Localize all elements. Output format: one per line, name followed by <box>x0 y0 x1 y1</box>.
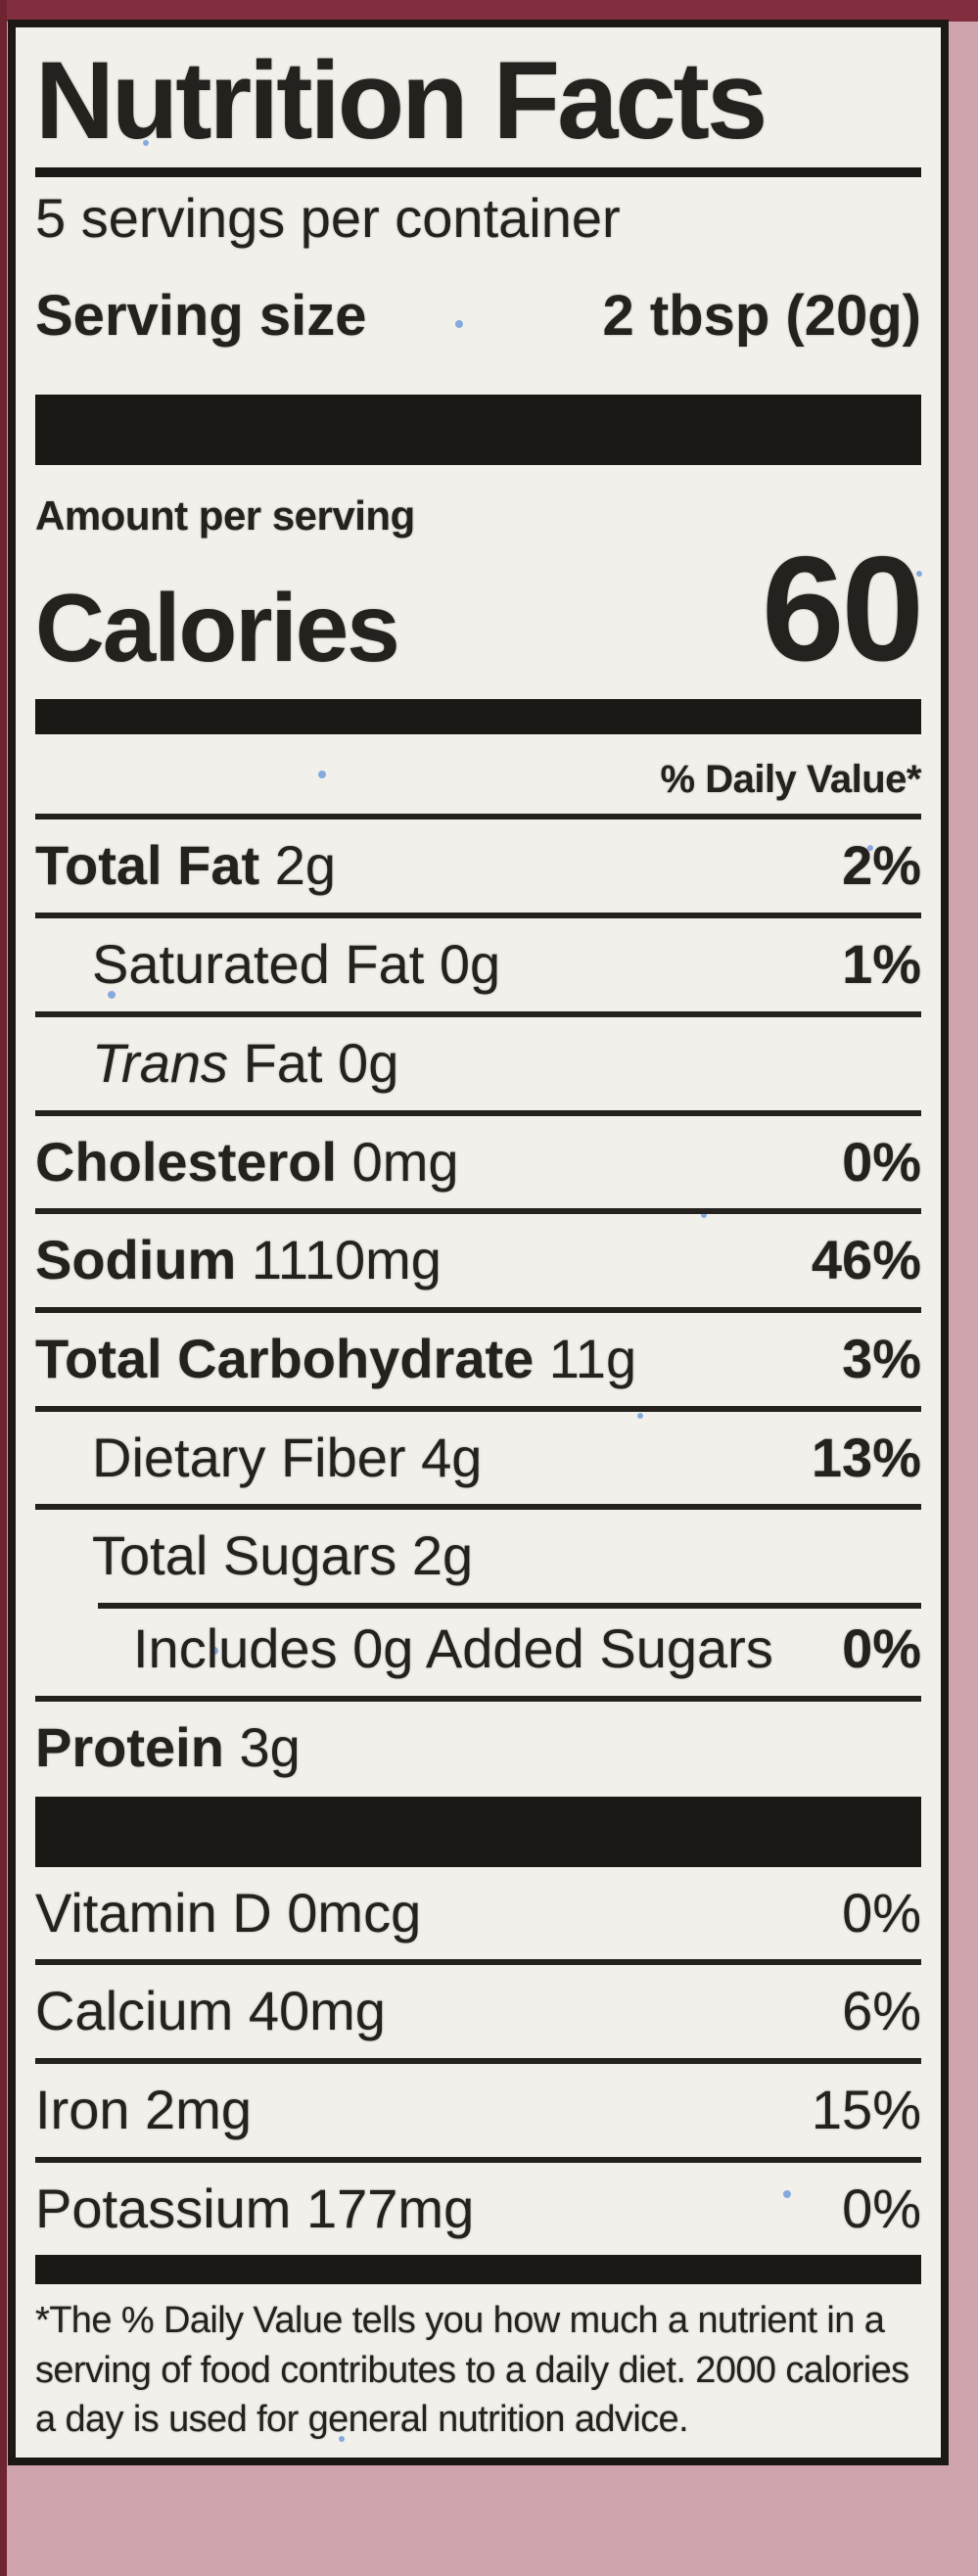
daily-value-percent: 0% <box>842 1130 921 1193</box>
nutrient-name-and-amount: Cholesterol 0mg <box>35 1130 459 1193</box>
daily-value-percent: 6% <box>842 1980 921 2042</box>
nutrient-row: Cholesterol 0mg 0% <box>35 1109 921 1209</box>
daily-value-percent: 15% <box>811 2079 921 2141</box>
nutrient-name-and-amount: Trans Fat 0g <box>92 1031 399 1094</box>
nutrient-name-and-amount: Iron 2mg <box>35 2079 252 2141</box>
package-left-strip <box>0 0 7 2576</box>
daily-value-percent: 0% <box>842 1881 921 1944</box>
nutrient-row: Saturated Fat 0g 1% <box>35 913 921 1011</box>
servings-per-container: 5 servings per container <box>35 186 621 249</box>
nutrient-name-and-amount: Total Fat 2g <box>35 834 337 897</box>
nutrient-row: Trans Fat 0g <box>35 1010 921 1110</box>
nutrient-row: Protein 3g <box>35 1695 921 1795</box>
nutrient-row: Total Sugars 2g <box>35 1504 921 1603</box>
nutrient-name-and-amount: Total Carbohydrate 11g <box>35 1328 637 1390</box>
amount-per-serving-label: Amount per serving <box>35 492 415 539</box>
nutrient-name-and-amount: Protein 3g <box>35 1715 301 1778</box>
calories-label: Calories <box>35 573 400 681</box>
vitamin-row: Calcium 40mg 6% <box>35 1959 921 2058</box>
label-title: Nutrition Facts <box>35 39 768 162</box>
daily-value-footnote: *The % Daily Value tells you how much a … <box>35 2300 909 2440</box>
vitamin-row: Iron 2mg 15% <box>35 2058 921 2157</box>
section-bar-thick-top <box>35 394 921 465</box>
nutrient-name-and-amount: Sodium 1110mg <box>35 1229 442 1291</box>
serving-size-label: Serving size <box>35 283 367 348</box>
serving-size-value: 2 tbsp (20g) <box>602 283 922 348</box>
nutrient-rows: Total Fat 2g 2% Saturated Fat 0g 1% Trans Fa… <box>35 820 921 1794</box>
nutrient-name-and-amount: Vitamin D 0mcg <box>35 1881 422 1944</box>
daily-value-percent: 0% <box>842 2177 921 2239</box>
nutrient-row: Dietary Fiber 4g 13% <box>35 1405 921 1505</box>
nutrient-name-and-amount: Includes 0g Added Sugars <box>133 1617 773 1680</box>
daily-value-header: % Daily Value* <box>35 758 922 820</box>
daily-value-percent: 46% <box>811 1229 921 1291</box>
section-bar-thick-bottom <box>35 1796 921 1867</box>
nutrient-row: Total Fat 2g 2% <box>35 820 921 913</box>
nutrient-name-and-amount: Dietary Fiber 4g <box>92 1426 483 1488</box>
section-bar-end <box>35 2255 921 2285</box>
daily-value-percent: 1% <box>842 933 921 996</box>
section-bar-medium <box>35 699 921 735</box>
title-rule <box>35 166 921 177</box>
nutrient-name-and-amount: Potassium 177mg <box>35 2177 475 2239</box>
nutrient-row: Includes 0g Added Sugars 0% <box>35 1603 921 1696</box>
vitamin-row: Vitamin D 0mcg 0% <box>35 1867 921 1960</box>
ink-speckles <box>143 140 149 146</box>
package-top-strip <box>0 0 978 22</box>
nutrient-name-and-amount: Saturated Fat 0g <box>92 933 501 996</box>
calories-value: 60 <box>761 525 924 692</box>
daily-value-percent: 3% <box>842 1328 921 1390</box>
calories-row: Calories 60 <box>35 525 924 692</box>
daily-value-percent: 2% <box>842 834 921 897</box>
nutrient-row: Sodium 1110mg 46% <box>35 1208 921 1307</box>
vitamin-row: Potassium 177mg 0% <box>35 2156 921 2256</box>
daily-value-percent: 13% <box>811 1426 921 1488</box>
daily-value-percent: 0% <box>842 1617 921 1680</box>
vitamin-rows: Vitamin D 0mcg 0% Calcium 40mg 6% Iron 2mg 15… <box>35 1867 921 2256</box>
nutrient-name-and-amount: Calcium 40mg <box>35 1980 386 2042</box>
nutrition-facts-label: Nutrition Facts 5 servings per container… <box>8 20 949 2465</box>
nutrient-row: Total Carbohydrate 11g 3% <box>35 1307 921 1406</box>
serving-size-row: Serving size 2 tbsp (20g) <box>35 284 921 350</box>
nutrient-name-and-amount: Total Sugars 2g <box>92 1524 474 1587</box>
